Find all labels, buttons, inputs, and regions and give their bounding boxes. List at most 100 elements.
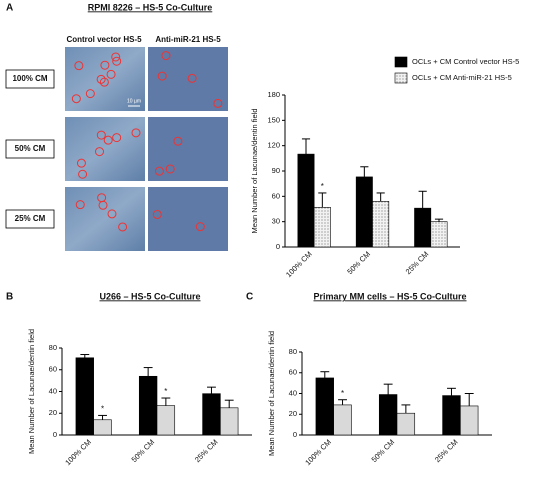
row-label-box <box>5 209 55 229</box>
row-label-box <box>5 69 55 89</box>
micrograph <box>65 117 145 181</box>
y-tick-label: 60 <box>49 365 57 374</box>
lacuna-marker <box>165 164 175 174</box>
lacuna-marker <box>75 200 85 210</box>
bar <box>138 375 158 436</box>
significance-label: * <box>341 389 344 398</box>
significance-label: * <box>321 182 324 191</box>
lacuna-marker <box>118 222 128 232</box>
panel-label: A <box>6 3 13 14</box>
significance-label: * <box>164 387 167 396</box>
bar <box>75 357 94 436</box>
lacuna-marker <box>195 222 205 232</box>
row-label: 50% CM <box>15 144 46 153</box>
scale-bar-label: 10 µm <box>127 98 141 104</box>
lacuna-marker <box>106 69 116 79</box>
y-tick-label: 0 <box>276 242 280 251</box>
y-axis-label: Mean Number of Lacunae/dentin field <box>250 108 259 233</box>
significance-label: * <box>101 405 104 414</box>
lacuna-marker <box>111 52 121 62</box>
lacuna-marker <box>97 193 107 203</box>
lacuna-marker <box>76 158 86 168</box>
bar <box>355 176 373 248</box>
x-tick-label: 50% CM <box>130 437 157 464</box>
y-tick-label: 40 <box>289 388 297 397</box>
bar <box>220 407 239 436</box>
y-tick-label: 150 <box>267 115 280 124</box>
x-tick-label: 100% CM <box>303 437 333 467</box>
bar <box>414 207 432 248</box>
chart-title: Primary MM cells – HS-5 Co-Culture <box>313 291 466 301</box>
chart-title: RPMI 8226 – HS-5 Co-Culture <box>88 2 213 12</box>
x-tick-label: 25% CM <box>404 249 431 276</box>
lacuna-marker <box>173 136 183 146</box>
lacuna-marker <box>74 61 84 71</box>
bar <box>378 394 398 436</box>
image-column-label: Anti-miR-21 HS-5 <box>155 35 221 44</box>
bar <box>315 377 334 436</box>
lacuna-marker <box>157 71 167 81</box>
y-tick-label: 0 <box>53 430 57 439</box>
y-tick-label: 90 <box>272 166 280 175</box>
lacuna-marker <box>71 94 81 104</box>
bar <box>460 405 479 436</box>
row-label-box <box>5 139 55 159</box>
row-label: 25% CM <box>15 214 46 223</box>
y-axis-label: Mean Number of Lacunae/dentin field <box>267 331 276 456</box>
bar <box>430 221 448 248</box>
bar <box>442 395 461 436</box>
bar <box>202 393 221 436</box>
lacuna-marker <box>96 130 106 140</box>
lacuna-marker <box>96 74 106 84</box>
panel-label: B <box>6 292 13 303</box>
y-tick-label: 20 <box>49 408 57 417</box>
y-tick-label: 40 <box>49 386 57 395</box>
micrograph <box>65 187 145 251</box>
bar <box>333 404 352 436</box>
row-label: 100% CM <box>12 74 47 83</box>
y-tick-label: 30 <box>272 217 280 226</box>
bar <box>396 412 416 436</box>
x-tick-label: 100% CM <box>284 249 314 279</box>
panel-label: C <box>246 292 253 303</box>
x-tick-label: 25% CM <box>193 437 220 464</box>
lacuna-marker <box>95 147 105 157</box>
legend-label: OCLs + CM Control vector HS-5 <box>412 57 519 66</box>
lacuna-marker <box>99 77 109 87</box>
legend-swatch <box>394 56 408 68</box>
lacuna-marker <box>154 166 164 176</box>
chart-title: U266 – HS-5 Co-Culture <box>99 291 200 301</box>
lacuna-marker <box>187 73 197 83</box>
x-tick-label: 25% CM <box>433 437 460 464</box>
lacuna-marker <box>107 209 117 219</box>
y-tick-label: 60 <box>272 191 280 200</box>
y-axis-label: Mean Number of Lacunae/dentin field <box>27 329 36 454</box>
y-tick-label: 80 <box>289 347 297 356</box>
x-tick-label: 50% CM <box>345 249 372 276</box>
y-tick-label: 180 <box>267 90 280 99</box>
legend-swatch <box>394 72 408 84</box>
lacuna-marker <box>152 209 162 219</box>
lacuna-marker <box>131 128 141 138</box>
lacuna-marker <box>112 56 122 66</box>
lacuna-marker <box>112 133 122 143</box>
lacuna-marker <box>100 60 110 70</box>
bar <box>156 405 176 436</box>
x-tick-label: 50% CM <box>370 437 397 464</box>
bar <box>372 201 390 248</box>
bar <box>313 207 331 248</box>
micrograph <box>148 117 228 181</box>
bar <box>93 419 112 436</box>
y-tick-label: 0 <box>293 430 297 439</box>
legend-label: OCLs + CM Anti-miR-21 HS-5 <box>412 73 512 82</box>
micrograph <box>148 187 228 251</box>
image-column-label: Control vector HS-5 <box>66 35 142 44</box>
y-tick-label: 60 <box>289 368 297 377</box>
lacuna-marker <box>213 98 223 108</box>
bar <box>297 153 315 248</box>
lacuna-marker <box>78 169 88 179</box>
y-tick-label: 120 <box>267 141 280 150</box>
x-tick-label: 100% CM <box>63 437 93 467</box>
lacuna-marker <box>85 89 95 99</box>
